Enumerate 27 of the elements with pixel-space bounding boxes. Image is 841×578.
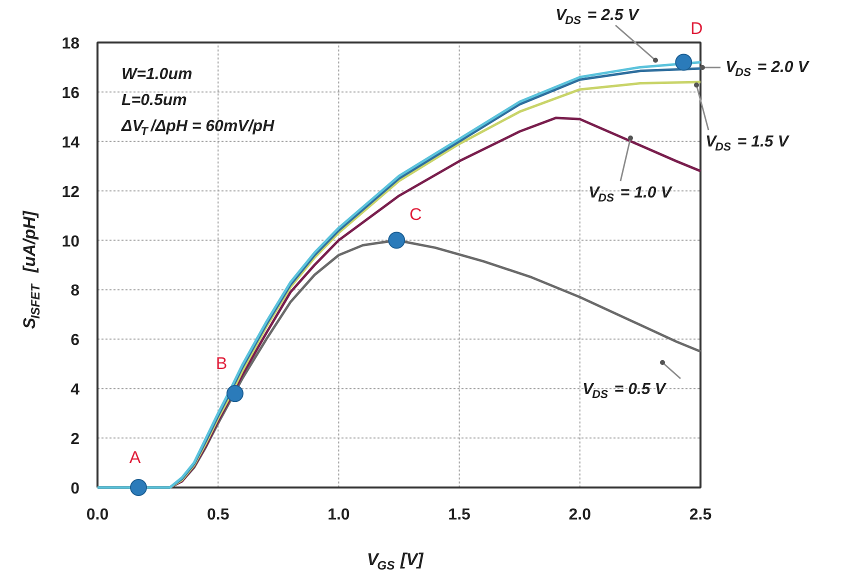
x-tick-label: 0.5 (206, 506, 230, 524)
x-tick-label: 2.0 (568, 506, 592, 524)
x-tick-label: 2.5 (689, 506, 712, 524)
annotation: C (409, 204, 422, 224)
x-tick-label: 0.0 (86, 506, 109, 524)
y-tick-label: 18 (62, 36, 80, 52)
y-tick-label: 0 (70, 480, 80, 498)
point (226, 385, 244, 402)
x-tick-label: 1.5 (448, 506, 471, 524)
x-tick-label: 1.0 (328, 506, 350, 524)
annotation: W=1.0um (122, 66, 192, 83)
y-tick-label: 12 (62, 184, 80, 201)
y-tick-label: 2 (70, 431, 80, 448)
y-tick-label: 4 (70, 382, 80, 399)
annotation: D (690, 18, 703, 38)
annotation: A (129, 448, 142, 467)
y-tick-label: 8 (70, 282, 80, 300)
annotation: B (216, 354, 228, 374)
y-tick-label: 14 (62, 134, 80, 152)
annotation: L=0.5um (122, 92, 187, 109)
y-tick-label: 16 (62, 84, 80, 102)
y-tick-label: 6 (70, 332, 80, 350)
point (675, 54, 692, 71)
point (388, 232, 406, 249)
y-tick-label: 10 (62, 233, 80, 250)
point (130, 479, 148, 496)
y-axis-title: SISFET [uA/pH] (20, 210, 42, 329)
